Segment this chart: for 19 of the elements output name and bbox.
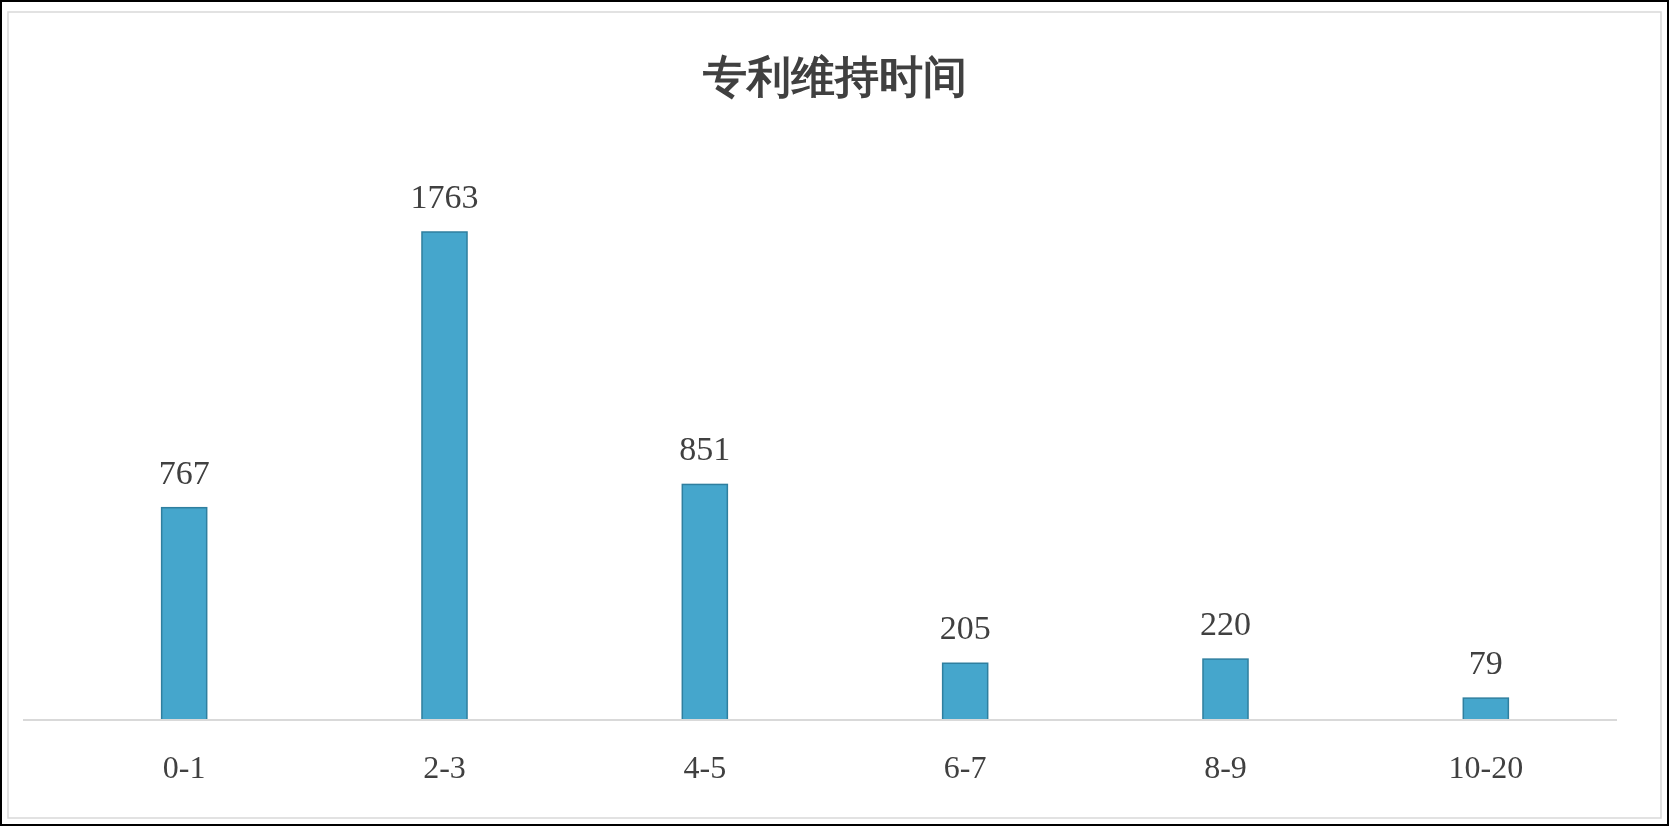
- bar: [681, 483, 729, 721]
- x-tick-label: 8-9: [1204, 749, 1247, 785]
- data-label: 851: [679, 430, 731, 468]
- data-label: 1763: [410, 178, 479, 215]
- x-tick-label: 6-7: [943, 749, 987, 785]
- bar: [1202, 658, 1249, 721]
- x-tick-label: 4-5: [683, 749, 727, 785]
- data-label: 205: [939, 609, 991, 647]
- bar: [941, 662, 989, 721]
- data-label: 79: [1468, 644, 1503, 682]
- data-label: 220: [1200, 605, 1251, 643]
- x-tick-label: 10-20: [1448, 749, 1524, 785]
- x-tick-label: 0-1: [162, 749, 206, 785]
- chart-title: 专利维持时间: [702, 51, 967, 102]
- data-label: 767: [158, 453, 210, 491]
- bar: [160, 506, 208, 721]
- bar: [1462, 697, 1510, 721]
- bar: [421, 231, 468, 721]
- x-tick-label: 2-3: [423, 749, 466, 785]
